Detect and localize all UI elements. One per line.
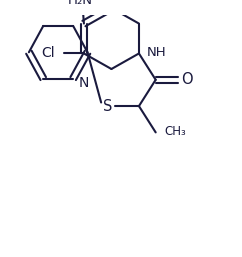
Text: CH₃: CH₃: [165, 125, 187, 138]
Text: H₂N: H₂N: [68, 0, 93, 7]
Text: S: S: [103, 99, 113, 114]
Text: O: O: [181, 72, 193, 87]
Text: NH: NH: [147, 46, 166, 59]
Text: N: N: [79, 76, 89, 90]
Text: Cl: Cl: [42, 47, 55, 60]
